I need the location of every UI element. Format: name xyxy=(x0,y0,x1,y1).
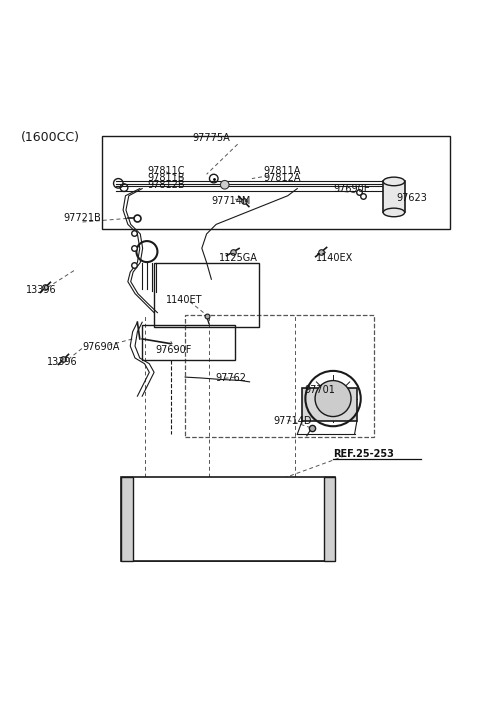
Bar xyxy=(302,387,357,421)
Circle shape xyxy=(220,180,229,189)
Text: 97775A: 97775A xyxy=(192,133,230,143)
Bar xyxy=(324,478,336,561)
Text: 1140EX: 1140EX xyxy=(316,253,354,263)
Bar xyxy=(154,263,259,327)
Text: 97721B: 97721B xyxy=(63,213,101,223)
Bar xyxy=(185,315,373,437)
Text: 97714M: 97714M xyxy=(211,195,251,205)
Text: 97811C: 97811C xyxy=(147,166,184,176)
Bar xyxy=(383,181,405,213)
Bar xyxy=(120,478,132,561)
Text: 97690F: 97690F xyxy=(155,345,192,355)
Text: 97714D: 97714D xyxy=(274,416,312,426)
Text: 97762: 97762 xyxy=(215,373,246,383)
Bar xyxy=(120,478,336,561)
Text: 13396: 13396 xyxy=(47,357,77,367)
Circle shape xyxy=(315,381,351,417)
Ellipse shape xyxy=(383,208,405,217)
Text: 97701: 97701 xyxy=(304,385,336,395)
Text: 13396: 13396 xyxy=(26,285,57,295)
Text: 97811B: 97811B xyxy=(147,173,184,183)
Text: REF.25-253: REF.25-253 xyxy=(333,450,394,460)
Text: (1600CC): (1600CC) xyxy=(21,131,80,145)
Text: 97623: 97623 xyxy=(396,193,427,203)
Bar xyxy=(102,136,450,229)
Text: 97812A: 97812A xyxy=(264,173,301,183)
Text: 97811A: 97811A xyxy=(264,166,301,176)
Text: 1125GA: 1125GA xyxy=(218,253,257,263)
Ellipse shape xyxy=(383,177,405,185)
Text: 97690E: 97690E xyxy=(333,183,370,193)
Text: 1140ET: 1140ET xyxy=(166,295,203,305)
Bar xyxy=(142,324,235,360)
Text: 97690A: 97690A xyxy=(83,342,120,352)
Text: 97812B: 97812B xyxy=(147,180,185,190)
